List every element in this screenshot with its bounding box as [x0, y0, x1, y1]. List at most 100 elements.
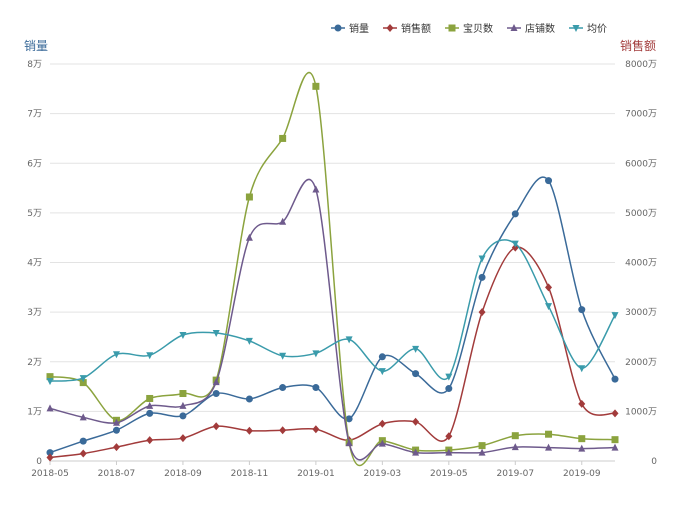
data-point[interactable]	[545, 303, 553, 311]
data-point[interactable]	[79, 449, 87, 458]
data-point[interactable]	[445, 432, 453, 441]
data-point[interactable]	[46, 378, 54, 386]
data-point[interactable]	[611, 375, 619, 383]
data-point[interactable]	[578, 399, 586, 408]
data-point[interactable]	[46, 404, 54, 412]
data-point[interactable]	[545, 430, 553, 438]
data-point[interactable]	[312, 425, 320, 434]
data-point[interactable]	[79, 375, 87, 383]
data-point[interactable]	[179, 412, 187, 420]
data-point[interactable]	[611, 312, 619, 320]
data-point[interactable]	[179, 390, 187, 398]
right-axis-title: 销售额	[620, 38, 656, 53]
data-point[interactable]	[245, 193, 253, 201]
legend-item-4[interactable]: 店铺数	[507, 22, 555, 35]
data-point[interactable]	[578, 444, 586, 452]
data-point[interactable]	[545, 283, 553, 292]
data-point[interactable]	[46, 453, 54, 462]
data-point[interactable]	[412, 448, 420, 456]
data-point[interactable]	[545, 177, 553, 185]
legend-item-1[interactable]: 销量	[331, 22, 369, 35]
legend-marker[interactable]	[510, 24, 518, 31]
legend-item-3[interactable]: 宝贝数	[445, 22, 493, 35]
data-point[interactable]	[79, 437, 87, 445]
legend-label: 销售额	[401, 22, 431, 35]
data-point[interactable]	[46, 449, 54, 457]
data-point[interactable]	[212, 390, 220, 398]
data-point[interactable]	[179, 434, 187, 443]
data-point[interactable]	[312, 82, 320, 90]
data-point[interactable]	[445, 448, 453, 456]
data-point[interactable]	[179, 401, 187, 409]
data-point[interactable]	[212, 422, 220, 431]
series-2	[46, 243, 619, 462]
legend-marker[interactable]	[448, 24, 456, 32]
data-point[interactable]	[511, 210, 519, 218]
data-point[interactable]	[279, 134, 287, 142]
data-point[interactable]	[146, 436, 154, 445]
data-point[interactable]	[511, 443, 519, 451]
right-tick-label: 2000万	[625, 358, 657, 368]
right-tick-label: 6000万	[625, 159, 657, 169]
legend-marker[interactable]	[572, 25, 580, 32]
data-point[interactable]	[478, 442, 486, 450]
data-point[interactable]	[312, 185, 320, 193]
data-point[interactable]	[312, 350, 320, 358]
data-point[interactable]	[345, 439, 353, 447]
data-point[interactable]	[412, 417, 420, 426]
data-point[interactable]	[79, 413, 87, 421]
data-point[interactable]	[146, 409, 154, 417]
data-point[interactable]	[378, 353, 386, 361]
data-point[interactable]	[245, 426, 253, 435]
data-point[interactable]	[412, 370, 420, 378]
data-point[interactable]	[345, 415, 353, 423]
data-point[interactable]	[378, 439, 386, 447]
legend-item-5[interactable]: 均价	[569, 23, 607, 35]
data-point[interactable]	[146, 352, 154, 360]
data-point[interactable]	[478, 273, 486, 281]
data-point[interactable]	[345, 336, 353, 344]
data-point[interactable]	[212, 329, 220, 337]
data-point[interactable]	[279, 426, 287, 435]
data-point[interactable]	[478, 308, 486, 317]
data-point[interactable]	[578, 435, 586, 443]
data-point[interactable]	[578, 306, 586, 314]
data-point[interactable]	[578, 365, 586, 373]
data-point[interactable]	[279, 352, 287, 360]
data-point[interactable]	[112, 426, 120, 434]
data-point[interactable]	[212, 378, 220, 386]
data-point[interactable]	[112, 418, 120, 426]
data-point[interactable]	[146, 394, 154, 402]
data-point[interactable]	[79, 379, 87, 387]
data-point[interactable]	[611, 436, 619, 444]
legend-marker[interactable]	[386, 24, 394, 32]
legend-marker[interactable]	[334, 24, 342, 32]
data-point[interactable]	[112, 351, 120, 359]
data-point[interactable]	[378, 368, 386, 376]
data-point[interactable]	[445, 373, 453, 381]
data-point[interactable]	[478, 448, 486, 456]
data-point[interactable]	[412, 345, 420, 353]
x-tick-label: 2019-09	[563, 469, 601, 479]
data-point[interactable]	[245, 337, 253, 345]
data-point[interactable]	[511, 240, 519, 248]
data-point[interactable]	[245, 395, 253, 403]
data-point[interactable]	[279, 384, 287, 392]
data-point[interactable]	[478, 255, 486, 263]
data-point[interactable]	[445, 385, 453, 393]
legend-label: 宝贝数	[463, 22, 493, 35]
data-point[interactable]	[611, 443, 619, 451]
data-point[interactable]	[611, 409, 619, 418]
legend-item-2[interactable]: 销售额	[383, 22, 431, 35]
data-point[interactable]	[46, 373, 54, 381]
data-point[interactable]	[545, 443, 553, 451]
data-point[interactable]	[245, 233, 253, 241]
data-point[interactable]	[146, 401, 154, 409]
data-point[interactable]	[279, 217, 287, 225]
data-point[interactable]	[112, 443, 120, 452]
data-point[interactable]	[378, 419, 386, 428]
data-point[interactable]	[312, 384, 320, 392]
data-point[interactable]	[179, 331, 187, 339]
data-point[interactable]	[511, 432, 519, 440]
legend[interactable]: 销量 销售额 宝贝数 店铺数 均价	[331, 22, 607, 35]
